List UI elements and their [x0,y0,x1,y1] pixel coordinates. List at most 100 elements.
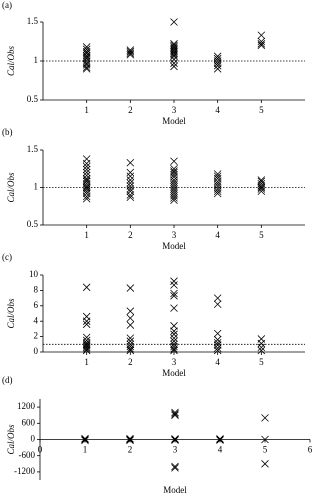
marker [257,339,266,348]
panel-label: (a) [2,0,12,10]
marker [213,189,222,198]
x-tick-label: 3 [172,230,177,240]
x-axis-label: Model [163,485,187,495]
marker [126,435,134,444]
marker [213,344,222,352]
marker [213,182,222,190]
marker [171,408,179,417]
y-tick-label: -1200 [14,466,35,476]
marker [213,300,222,309]
y-tick-label: -600 [19,450,36,460]
marker [82,345,91,353]
marker [126,321,135,329]
panel-label: (d) [2,375,13,385]
y-tick-label: 1.5 [27,16,39,26]
marker [257,183,266,192]
x-tick-label: 3 [172,357,177,367]
y-tick-label: 0 [34,346,39,356]
y-tick-label: 1 [34,182,39,192]
marker [170,52,178,61]
marker [126,185,135,193]
marker [126,49,135,57]
marker [82,61,91,69]
marker [170,196,178,205]
marker [81,435,89,444]
marker [126,284,135,292]
marker [82,65,91,73]
marker [126,187,135,196]
marker [170,327,178,335]
marker [170,281,178,289]
marker [82,162,91,171]
y-axis-label: Cal/Obs [6,46,16,77]
x-tick-label: 4 [215,357,220,367]
y-tick-label: 0.5 [27,94,39,104]
marker [126,172,135,181]
y-axis-label: Cal/Obs [6,172,16,203]
x-axis-label: Model [162,241,186,251]
y-tick-label: 1 [34,55,39,65]
marker [126,176,135,184]
marker [82,346,91,355]
marker [213,61,222,70]
y-tick-label: 10 [29,269,39,279]
marker [171,436,179,444]
marker [126,50,135,59]
marker [216,436,224,444]
marker [213,346,222,355]
x-tick-label: 1 [84,230,89,240]
x-axis-label: Model [162,116,186,126]
marker [257,41,266,50]
marker [170,289,178,298]
marker [82,320,91,329]
marker [82,343,91,352]
marker [170,173,178,181]
marker [82,45,91,54]
marker [170,330,178,339]
marker [213,341,222,349]
marker [170,277,178,285]
y-tick-label: 0.5 [27,219,39,229]
marker [170,194,178,202]
marker [170,62,178,71]
marker [126,191,135,199]
marker [126,342,135,351]
y-tick-label: 2 [34,331,39,341]
marker [126,307,135,315]
marker [82,179,91,188]
marker [82,189,91,198]
marker [82,183,91,192]
marker [257,31,266,40]
marker [126,337,135,346]
marker [257,179,266,188]
marker [213,335,222,344]
marker [126,436,134,445]
x-tick-label: 3 [173,445,178,455]
marker [170,346,178,355]
marker [171,410,179,418]
marker [213,172,222,181]
x-tick-label: 5 [259,230,264,240]
marker [257,37,266,46]
figure: (a) Cal/Obs 0.5 1 1.5 1 2 3 4 5 Model (b) Cal/Obs 0.5… [2,0,312,495]
y-axis-label: Cal/Obs [6,424,16,455]
marker [82,49,91,57]
panel-label: (c) [2,252,12,262]
marker [82,336,91,345]
marker [213,294,222,302]
marker [82,333,91,342]
marker [257,176,266,184]
marker [213,187,222,196]
marker [126,182,135,190]
marker [82,53,91,61]
marker [261,435,269,444]
x-tick-label: 1 [84,105,89,115]
x-tick-label: 5 [263,445,268,455]
marker [257,346,266,355]
y-tick-label: 8 [34,284,39,294]
marker [171,411,179,419]
marker [213,59,222,68]
y-axis-label: Cal/Obs [6,298,16,329]
marker [170,322,178,330]
marker [126,334,135,342]
